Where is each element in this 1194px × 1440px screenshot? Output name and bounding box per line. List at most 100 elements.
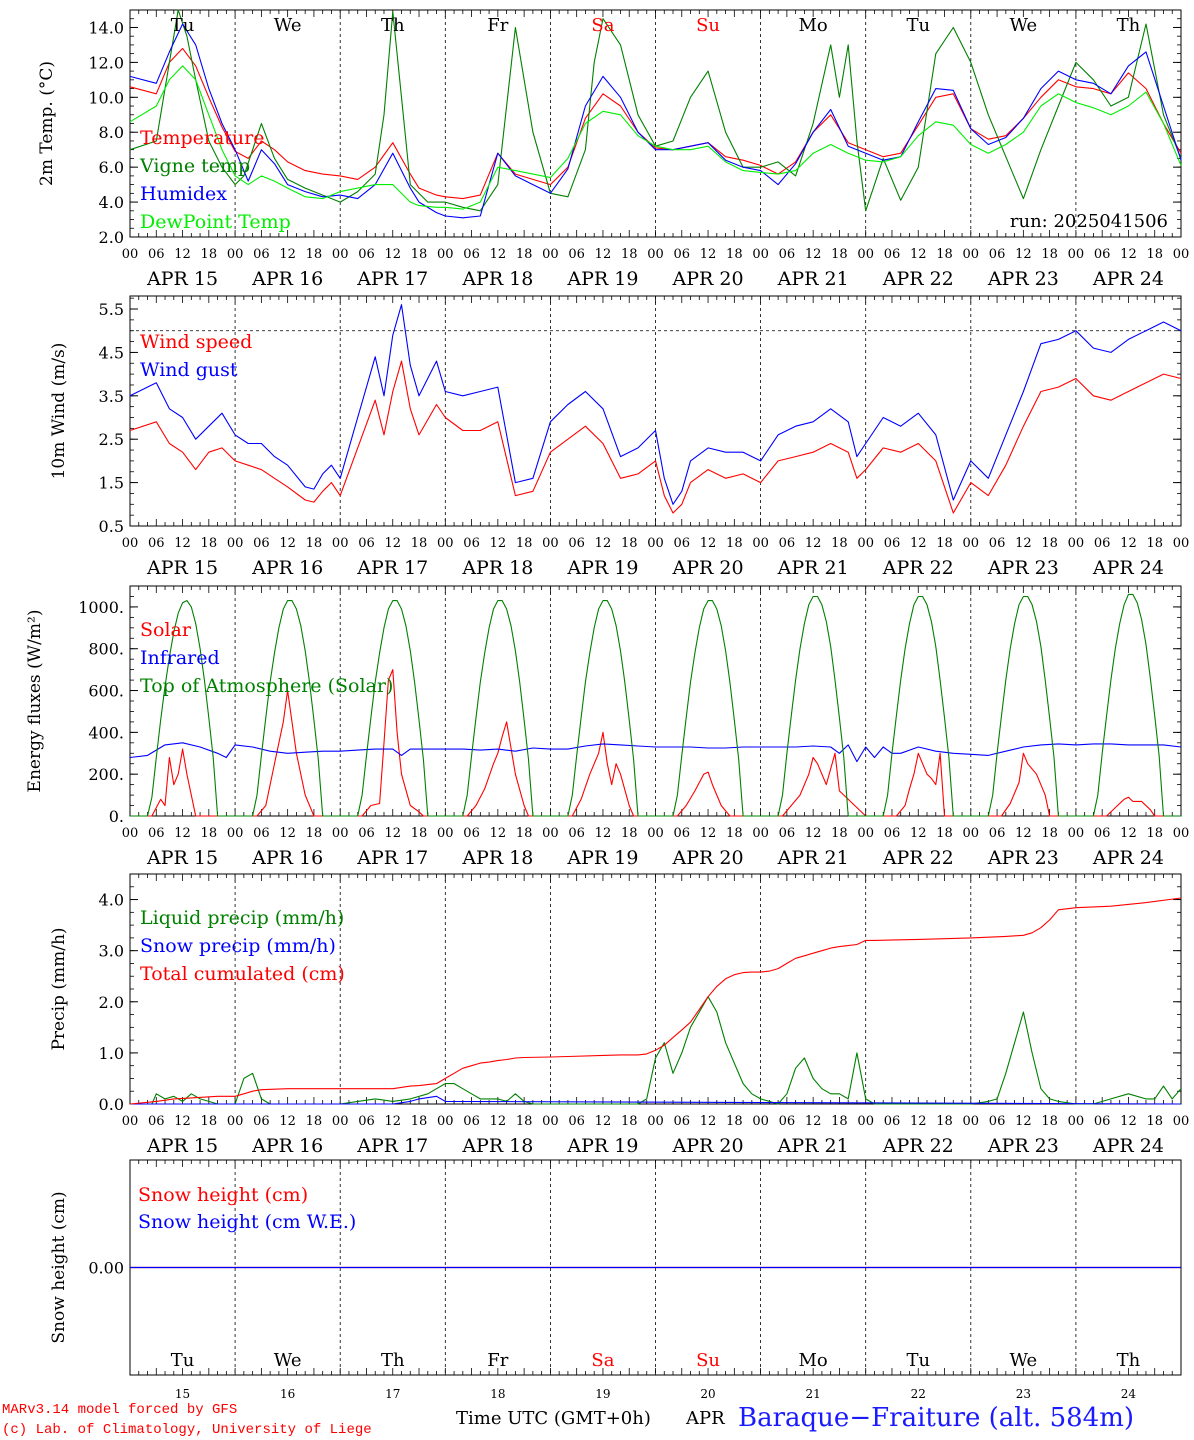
hour-tick-label: 12 bbox=[490, 536, 507, 551]
hour-tick-label: 00 bbox=[1068, 536, 1085, 551]
day-abbrev-label: Tu bbox=[906, 1350, 930, 1371]
date-label: APR 20 bbox=[672, 557, 744, 579]
date-label: APR 21 bbox=[777, 1135, 849, 1157]
day-abbrev-label: Sa bbox=[591, 1350, 614, 1371]
legend-entry: Snow height (cm) bbox=[138, 1184, 308, 1206]
x-axis-label: Time UTC (GMT+0h) bbox=[456, 1408, 651, 1429]
y-tick-label: 200. bbox=[88, 765, 124, 784]
date-label: APR 21 bbox=[777, 268, 849, 290]
hour-tick-label: 06 bbox=[884, 826, 901, 841]
hour-tick-label: 06 bbox=[779, 826, 796, 841]
hour-tick-label: 18 bbox=[1041, 536, 1058, 551]
hour-tick-label: 12 bbox=[490, 826, 507, 841]
date-label: APR 15 bbox=[146, 847, 218, 869]
hour-tick-label: 18 bbox=[306, 826, 323, 841]
hour-tick-label: 00 bbox=[857, 247, 874, 262]
hour-tick-label: 18 bbox=[936, 826, 953, 841]
date-label: APR 20 bbox=[672, 847, 744, 869]
date-label: APR 18 bbox=[461, 1135, 533, 1157]
hour-tick-label: 00 bbox=[332, 1114, 349, 1129]
hour-tick-label: 00 bbox=[1173, 247, 1190, 262]
hour-tick-label: 18 bbox=[726, 826, 743, 841]
legend-entry: Temperature bbox=[140, 127, 264, 149]
hour-tick-label: 06 bbox=[779, 247, 796, 262]
hour-tick-label: 06 bbox=[884, 1114, 901, 1129]
legend-entry: Vigne temp bbox=[139, 155, 250, 177]
legend-entry: Wind speed bbox=[140, 331, 252, 353]
y-tick-label: 4.0 bbox=[99, 891, 124, 910]
day-abbrev-label: Th bbox=[1117, 15, 1141, 36]
hour-tick-label: 12 bbox=[174, 247, 191, 262]
day-number-label: 21 bbox=[806, 1387, 821, 1401]
legend-entry: Snow precip (mm/h) bbox=[140, 935, 336, 957]
hour-tick-label: 00 bbox=[1173, 536, 1190, 551]
day-number-label: 17 bbox=[385, 1387, 400, 1401]
hour-tick-label: 06 bbox=[148, 1114, 165, 1129]
hour-tick-label: 00 bbox=[332, 536, 349, 551]
hour-tick-label: 12 bbox=[1015, 826, 1032, 841]
hour-tick-label: 00 bbox=[122, 247, 139, 262]
hour-tick-label: 18 bbox=[201, 1114, 218, 1129]
hour-tick-label: 12 bbox=[805, 536, 822, 551]
station-name: Baraque−Fraiture (alt. 584m) bbox=[738, 1403, 1134, 1433]
y-axis-label: Snow height (cm) bbox=[49, 1191, 69, 1343]
y-axis-label: 10m Wind (m/s) bbox=[49, 343, 69, 480]
series-line-solar bbox=[130, 669, 1181, 817]
hour-tick-label: 06 bbox=[989, 536, 1006, 551]
hour-tick-label: 00 bbox=[437, 826, 454, 841]
hour-tick-label: 06 bbox=[253, 536, 270, 551]
series-line-wind-speed bbox=[129, 360, 1182, 514]
hour-tick-label: 18 bbox=[726, 1114, 743, 1129]
hour-tick-label: 06 bbox=[779, 1114, 796, 1129]
chart-panel-1: 2.0 4.0 6.0 8.0 10.0 12.0 14.0 2m Temp. (°C) Tem… bbox=[37, 9, 1190, 290]
day-number-label: 24 bbox=[1121, 1387, 1137, 1401]
date-label: APR 22 bbox=[882, 268, 954, 290]
hour-tick-label: 12 bbox=[595, 1114, 612, 1129]
date-label: APR 15 bbox=[146, 1135, 218, 1157]
day-number-label: 22 bbox=[911, 1387, 926, 1401]
date-label: APR 22 bbox=[882, 1135, 954, 1157]
hour-tick-label: 18 bbox=[621, 1114, 638, 1129]
footer-lab-line: (c) Lab. of Climatology, University of L… bbox=[2, 1422, 372, 1438]
hour-tick-label: 06 bbox=[1094, 247, 1111, 262]
date-label: APR 19 bbox=[566, 847, 638, 869]
date-label: APR 17 bbox=[356, 1135, 428, 1157]
y-axis-label: Precip (mm/h) bbox=[49, 927, 69, 1050]
legend-entry: Wind gust bbox=[140, 359, 238, 381]
date-label: APR 18 bbox=[461, 557, 533, 579]
hour-tick-label: 12 bbox=[1015, 1114, 1032, 1129]
hour-tick-label: 12 bbox=[174, 536, 191, 551]
hour-tick-label: 00 bbox=[542, 1114, 559, 1129]
series-line-top-of-atmosphere-solar- bbox=[130, 593, 1181, 817]
hour-tick-label: 18 bbox=[1041, 826, 1058, 841]
hour-tick-label: 00 bbox=[227, 247, 244, 262]
hour-tick-label: 00 bbox=[227, 1114, 244, 1129]
hour-tick-label: 00 bbox=[437, 247, 454, 262]
hour-tick-label: 06 bbox=[148, 247, 165, 262]
hour-tick-label: 18 bbox=[516, 1114, 533, 1129]
footer-model-line: MARv3.14 model forced by GFS bbox=[2, 1402, 237, 1418]
hour-tick-label: 00 bbox=[647, 247, 664, 262]
y-tick-label: 14.0 bbox=[88, 18, 124, 37]
y-tick-label: 1.5 bbox=[99, 474, 124, 493]
hour-tick-label: 00 bbox=[647, 536, 664, 551]
y-tick-label: 5.5 bbox=[99, 300, 124, 319]
y-tick-label: 2.5 bbox=[99, 430, 124, 449]
day-abbrev-label: Tu bbox=[906, 15, 930, 36]
date-label: APR 19 bbox=[566, 268, 638, 290]
date-label: APR 24 bbox=[1092, 1135, 1164, 1157]
hour-tick-label: 12 bbox=[384, 1114, 401, 1129]
hour-tick-label: 00 bbox=[122, 826, 139, 841]
y-tick-label: 4.5 bbox=[99, 343, 124, 362]
hour-tick-label: 18 bbox=[1041, 1114, 1058, 1129]
hour-tick-label: 12 bbox=[384, 536, 401, 551]
day-abbrev-label: Su bbox=[696, 1350, 720, 1371]
date-label: APR 16 bbox=[251, 847, 323, 869]
hour-tick-label: 12 bbox=[910, 536, 927, 551]
hour-tick-label: 00 bbox=[227, 536, 244, 551]
hour-tick-label: 12 bbox=[1120, 1114, 1137, 1129]
y-tick-label: 0.00 bbox=[88, 1259, 124, 1278]
hour-tick-label: 00 bbox=[857, 1114, 874, 1129]
series-line-total-cumulated-cm- bbox=[129, 897, 1182, 1105]
